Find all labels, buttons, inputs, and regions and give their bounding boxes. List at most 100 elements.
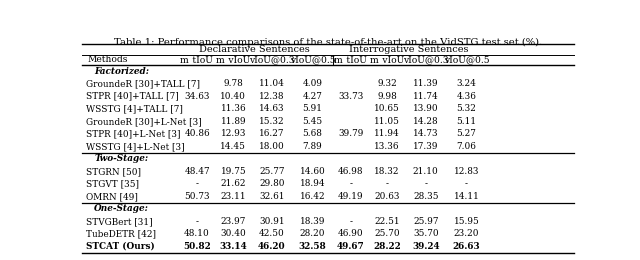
Text: 28.35: 28.35: [413, 192, 438, 201]
Text: m_vIoU: m_vIoU: [369, 55, 404, 65]
Text: 5.11: 5.11: [456, 117, 476, 126]
Text: 7.89: 7.89: [303, 142, 323, 151]
Text: 19.75: 19.75: [220, 167, 246, 176]
Text: 11.74: 11.74: [413, 92, 438, 101]
Text: TubeDETR [42]: TubeDETR [42]: [86, 229, 156, 238]
Text: 18.94: 18.94: [300, 179, 325, 188]
Text: 20.63: 20.63: [374, 192, 400, 201]
Text: Interrogative Sentences: Interrogative Sentences: [349, 45, 468, 54]
Text: STCAT (Ours): STCAT (Ours): [86, 242, 155, 251]
Text: 11.94: 11.94: [374, 129, 400, 138]
Text: Two-Stage:: Two-Stage:: [94, 154, 148, 163]
Text: 13.90: 13.90: [413, 104, 438, 113]
Text: 28.20: 28.20: [300, 229, 325, 238]
Text: 48.47: 48.47: [184, 167, 210, 176]
Text: 11.36: 11.36: [220, 104, 246, 113]
Text: WSSTG [4]+TALL [7]: WSSTG [4]+TALL [7]: [86, 104, 183, 113]
Text: 40.86: 40.86: [184, 129, 210, 138]
Text: vIoU@0.5: vIoU@0.5: [444, 55, 489, 64]
Text: -: -: [465, 179, 468, 188]
Text: 11.04: 11.04: [259, 79, 285, 88]
Text: 26.63: 26.63: [452, 242, 480, 251]
Text: 17.39: 17.39: [413, 142, 438, 151]
Text: 18.00: 18.00: [259, 142, 285, 151]
Text: 35.70: 35.70: [413, 229, 438, 238]
Text: 9.32: 9.32: [377, 79, 397, 88]
Text: 5.32: 5.32: [456, 104, 476, 113]
Text: -: -: [424, 179, 428, 188]
Text: 14.73: 14.73: [413, 129, 438, 138]
Text: 15.32: 15.32: [259, 117, 285, 126]
Text: 16.27: 16.27: [259, 129, 285, 138]
Text: 4.36: 4.36: [456, 92, 476, 101]
Text: 14.60: 14.60: [300, 167, 326, 176]
Text: Table 1: Performance comparisons of the state-of-the-art on the VidSTG test set : Table 1: Performance comparisons of the …: [114, 38, 542, 47]
Text: GroundeR [30]+TALL [7]: GroundeR [30]+TALL [7]: [86, 79, 200, 88]
Text: 16.42: 16.42: [300, 192, 325, 201]
Text: 4.27: 4.27: [303, 92, 323, 101]
Text: -: -: [385, 179, 388, 188]
Text: 3.24: 3.24: [456, 79, 476, 88]
Text: 11.39: 11.39: [413, 79, 438, 88]
Text: 14.11: 14.11: [454, 192, 479, 201]
Text: 46.98: 46.98: [338, 167, 364, 176]
Text: STPR [40]+L-Net [3]: STPR [40]+L-Net [3]: [86, 129, 181, 138]
Text: 7.06: 7.06: [456, 142, 476, 151]
Text: 49.67: 49.67: [337, 242, 365, 251]
Text: 25.70: 25.70: [374, 229, 400, 238]
Text: 29.80: 29.80: [259, 179, 285, 188]
Text: m_tIoU: m_tIoU: [180, 55, 214, 65]
Text: WSSTG [4]+L-Net [3]: WSSTG [4]+L-Net [3]: [86, 142, 185, 151]
Text: 50.73: 50.73: [184, 192, 210, 201]
Text: 11.05: 11.05: [374, 117, 400, 126]
Text: 18.39: 18.39: [300, 217, 325, 226]
Text: 33.14: 33.14: [220, 242, 247, 251]
Text: Factorized:: Factorized:: [94, 67, 149, 76]
Text: 4.09: 4.09: [303, 79, 323, 88]
Text: vIoU@0.5: vIoU@0.5: [290, 55, 335, 64]
Text: 5.27: 5.27: [456, 129, 476, 138]
Text: 21.62: 21.62: [221, 179, 246, 188]
Text: 15.95: 15.95: [454, 217, 479, 226]
Text: -: -: [349, 217, 352, 226]
Text: 23.11: 23.11: [220, 192, 246, 201]
Text: vIoU@0.3: vIoU@0.3: [403, 55, 449, 64]
Text: 18.32: 18.32: [374, 167, 400, 176]
Text: Methods: Methods: [87, 55, 128, 64]
Text: 9.98: 9.98: [377, 92, 397, 101]
Text: 42.50: 42.50: [259, 229, 285, 238]
Text: 32.61: 32.61: [259, 192, 285, 201]
Text: 21.10: 21.10: [413, 167, 438, 176]
Text: vIoU@0.3: vIoU@0.3: [249, 55, 295, 64]
Text: 22.51: 22.51: [374, 217, 400, 226]
Text: STPR [40]+TALL [7]: STPR [40]+TALL [7]: [86, 92, 179, 101]
Text: 13.36: 13.36: [374, 142, 400, 151]
Text: 12.83: 12.83: [454, 167, 479, 176]
Text: 28.22: 28.22: [373, 242, 401, 251]
Text: STVGBert [31]: STVGBert [31]: [86, 217, 153, 226]
Text: 14.28: 14.28: [413, 117, 438, 126]
Text: -: -: [196, 179, 198, 188]
Text: 49.19: 49.19: [338, 192, 364, 201]
Text: One-Stage:: One-Stage:: [94, 204, 149, 213]
Text: 33.73: 33.73: [338, 92, 364, 101]
Text: 39.24: 39.24: [412, 242, 440, 251]
Text: 14.63: 14.63: [259, 104, 285, 113]
Text: 5.45: 5.45: [303, 117, 323, 126]
Text: m_tIoU: m_tIoU: [334, 55, 368, 65]
Text: 10.40: 10.40: [220, 92, 246, 101]
Text: -: -: [196, 217, 198, 226]
Text: 46.20: 46.20: [258, 242, 286, 251]
Text: 50.82: 50.82: [183, 242, 211, 251]
Text: 12.93: 12.93: [221, 129, 246, 138]
Text: GroundeR [30]+L-Net [3]: GroundeR [30]+L-Net [3]: [86, 117, 202, 126]
Text: 12.38: 12.38: [259, 92, 285, 101]
Text: 23.20: 23.20: [454, 229, 479, 238]
Text: 10.65: 10.65: [374, 104, 400, 113]
Text: 14.45: 14.45: [220, 142, 246, 151]
Text: 5.68: 5.68: [303, 129, 323, 138]
Text: 34.63: 34.63: [184, 92, 210, 101]
Text: m_vIoU: m_vIoU: [216, 55, 251, 65]
Text: -: -: [349, 179, 352, 188]
Text: 9.78: 9.78: [223, 79, 243, 88]
